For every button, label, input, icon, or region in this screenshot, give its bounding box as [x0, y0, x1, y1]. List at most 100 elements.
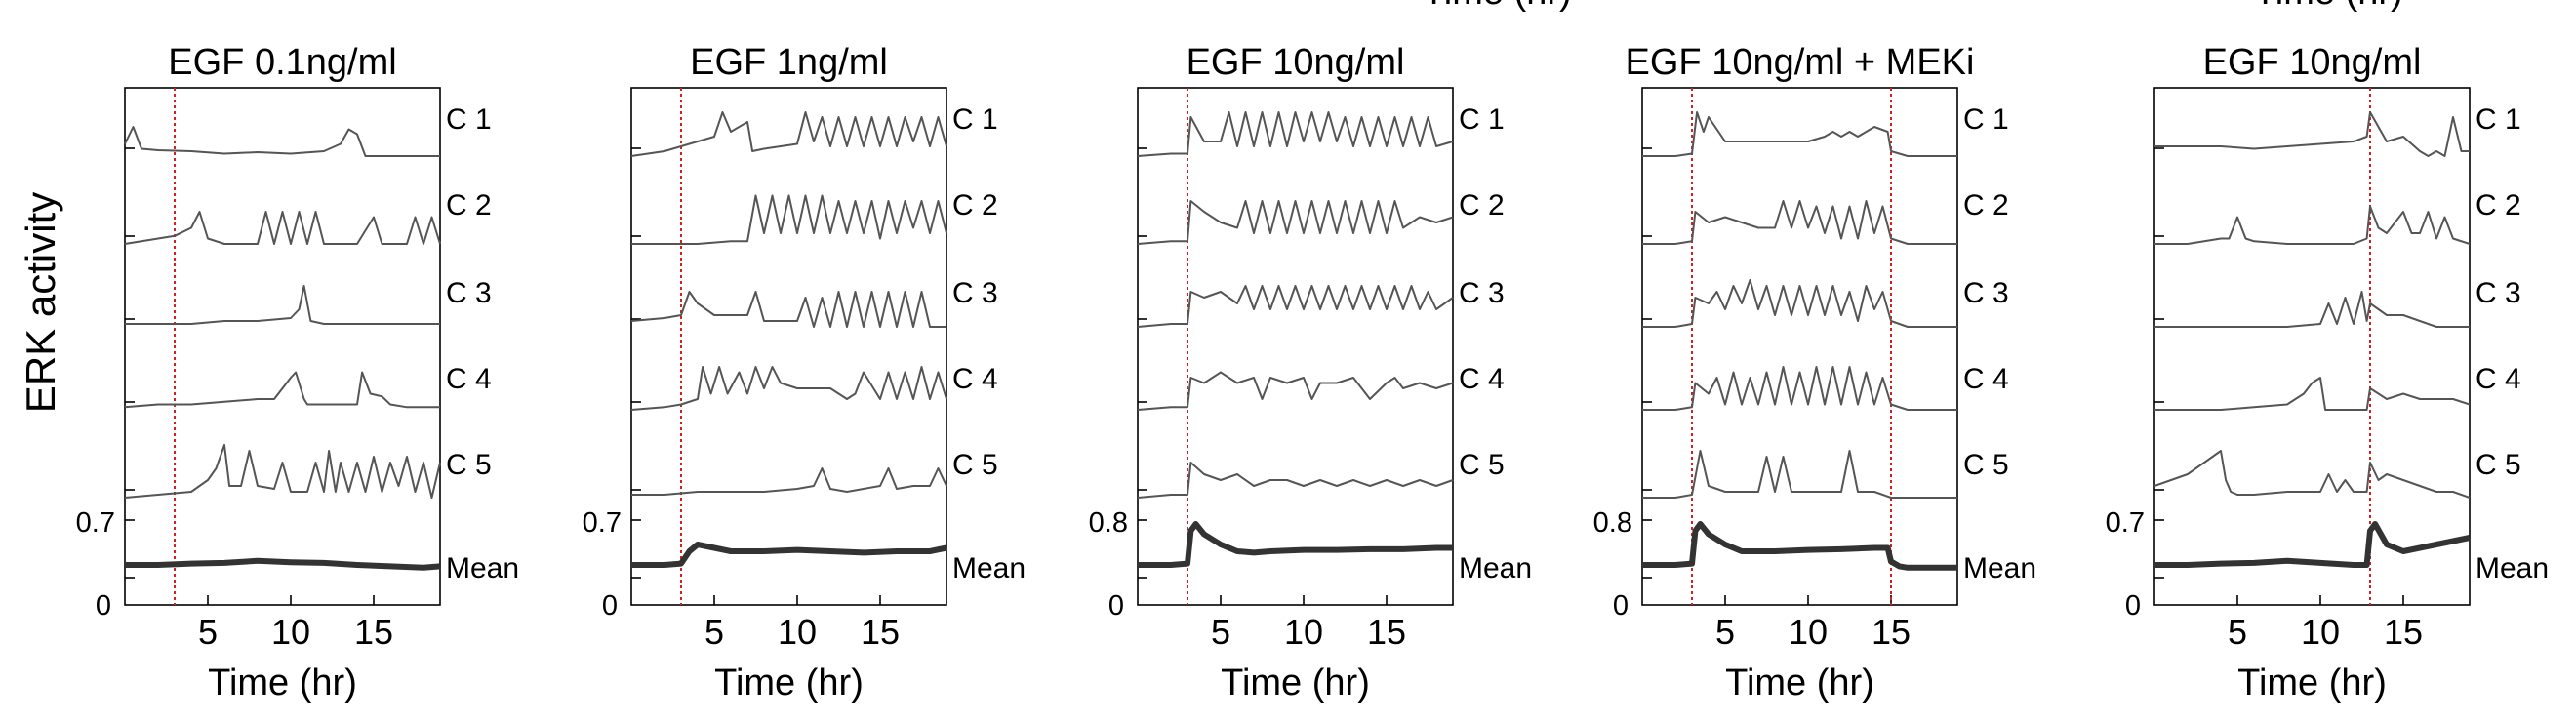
- cell-label: C 3: [1459, 277, 1505, 309]
- cropped-top-xlabel-1: Time (hr): [1423, 0, 1572, 13]
- cell-label: C 5: [446, 449, 492, 481]
- axes-frame: [124, 87, 441, 606]
- x-tick-label: 5: [704, 612, 724, 652]
- cell-trace-3: [1642, 279, 1957, 328]
- y-tick-label: 0.7: [2106, 507, 2145, 539]
- y-tick-label: 0.8: [1089, 507, 1128, 539]
- cell-trace-2: [1642, 200, 1957, 245]
- cell-trace-4: [630, 366, 947, 411]
- cell-label: C 1: [446, 103, 492, 136]
- axes-frame: [630, 87, 947, 606]
- axes-frame: [1137, 87, 1454, 606]
- x-tick-label: 10: [2301, 612, 2340, 652]
- x-tick-label: 15: [1872, 612, 1911, 652]
- panel-1: EGF 0.1ng/ml 0 0.7 5 10 15 Time (hr) C 1 C 2 C 3 C…: [76, 42, 519, 704]
- mean-label: Mean: [1963, 552, 2036, 585]
- cell-trace-1: [1642, 111, 1957, 157]
- cell-trace-4: [2154, 377, 2471, 411]
- cell-trace-4: [124, 371, 440, 409]
- x-tick-label: 15: [2384, 612, 2423, 652]
- y-tick-label: 0.7: [583, 507, 622, 539]
- y-axis-label: ERK activity: [18, 192, 63, 413]
- panel-title: EGF 10ng/ml + MEKi: [1626, 42, 1975, 83]
- cell-trace-4: [1642, 366, 1957, 411]
- x-axis-label: Time (hr): [1221, 663, 1370, 704]
- cell-label: C 2: [2475, 189, 2521, 222]
- x-axis-label: Time (hr): [714, 663, 864, 704]
- panel-5: EGF 10ng/ml 0 0.7 5 10 15 Time (hr) C 1 C 2 C 3 C …: [2106, 42, 2549, 704]
- mean-label: Mean: [2475, 552, 2549, 585]
- cell-label: C 4: [952, 363, 998, 395]
- x-tick-label: 5: [198, 612, 218, 652]
- panel-4: EGF 10ng/ml + MEKi 0 0.8 5 10 15 Time (hr) C 1 C…: [1593, 42, 2036, 704]
- y-tick-label: 0: [602, 590, 618, 622]
- panel-3: EGF 10ng/ml 0 0.8 5 10 15 Time (hr) C 1 C 2 C 3 C …: [1089, 42, 1532, 704]
- cell-label: C 4: [1459, 363, 1505, 395]
- mean-trace: [1642, 521, 1957, 571]
- x-tick-label: 5: [1715, 612, 1735, 652]
- cell-label: C 2: [1459, 189, 1505, 222]
- cell-label: C 3: [1963, 277, 2009, 309]
- cell-trace-2: [1137, 200, 1454, 245]
- x-tick-label: 10: [1284, 612, 1323, 652]
- cell-label: C 5: [2475, 449, 2521, 481]
- cell-label: C 3: [952, 277, 998, 309]
- x-tick-label: 10: [271, 612, 310, 652]
- cell-trace-1: [2154, 111, 2470, 157]
- mean-trace: [631, 542, 947, 568]
- y-tick-label: 0: [1108, 590, 1124, 622]
- panel-2: EGF 1ng/ml 0 0.7 5 10 15 Time (hr) C 1 C 2 C 3 C 4…: [583, 42, 1026, 704]
- x-axis-label: Time (hr): [1725, 663, 1874, 704]
- cell-label: C 4: [2475, 363, 2521, 395]
- x-axis-label: Time (hr): [208, 663, 357, 704]
- x-tick-label: 5: [1211, 612, 1230, 652]
- cell-label: C 2: [952, 189, 998, 222]
- panel-title: EGF 10ng/ml: [2203, 42, 2422, 83]
- axes-frame: [2153, 87, 2471, 606]
- mean-trace: [2154, 521, 2471, 568]
- cell-trace-3: [630, 291, 946, 328]
- cell-trace-3: [125, 285, 440, 325]
- panels-group: EGF 0.1ng/ml 0 0.7 5 10 15 Time (hr) C 1 C 2 C 3 C…: [76, 42, 2549, 704]
- cell-label: C 2: [446, 189, 492, 222]
- cell-trace-5: [1137, 462, 1454, 499]
- cropped-top-xlabel-2: Time (hr): [2254, 0, 2403, 13]
- x-tick-label: 15: [861, 612, 900, 652]
- cell-label: C 5: [1963, 449, 2009, 481]
- cell-label: C 1: [952, 103, 998, 136]
- x-tick-label: 15: [1367, 612, 1406, 652]
- cell-label: C 3: [446, 277, 492, 309]
- y-tick-label: 0.8: [1593, 507, 1632, 539]
- x-tick-label: 10: [1789, 612, 1828, 652]
- panel-title: EGF 1ng/ml: [690, 42, 888, 83]
- panel-title: EGF 10ng/ml: [1187, 42, 1405, 83]
- cell-trace-3: [1137, 285, 1454, 328]
- x-axis-label: Time (hr): [2237, 663, 2387, 704]
- cell-trace-2: [631, 194, 947, 245]
- y-tick-label: 0: [1613, 590, 1629, 622]
- cell-label: C 5: [1459, 449, 1505, 481]
- cell-trace-5: [631, 467, 947, 496]
- cell-trace-3: [2154, 291, 2470, 328]
- cell-trace-5: [2153, 450, 2471, 499]
- cell-trace-5: [124, 444, 441, 499]
- cell-label: C 4: [446, 363, 492, 395]
- axes-frame: [1641, 87, 1958, 606]
- cell-label: C 1: [2475, 103, 2521, 136]
- mean-trace: [125, 557, 441, 571]
- cell-label: C 4: [1963, 363, 2009, 395]
- cell-trace-2: [2154, 205, 2471, 245]
- cell-trace-5: [1642, 450, 1957, 499]
- cell-trace-4: [1137, 371, 1454, 411]
- cell-label: C 1: [1459, 103, 1505, 136]
- cell-trace-2: [124, 211, 441, 245]
- mean-trace: [1138, 521, 1453, 568]
- mean-label: Mean: [952, 552, 1026, 585]
- cell-trace-1: [1137, 111, 1454, 157]
- mean-label: Mean: [446, 552, 519, 585]
- x-tick-label: 10: [778, 612, 817, 652]
- x-tick-label: 5: [2228, 612, 2247, 652]
- y-tick-label: 0: [96, 590, 111, 622]
- cell-label: C 3: [2475, 277, 2521, 309]
